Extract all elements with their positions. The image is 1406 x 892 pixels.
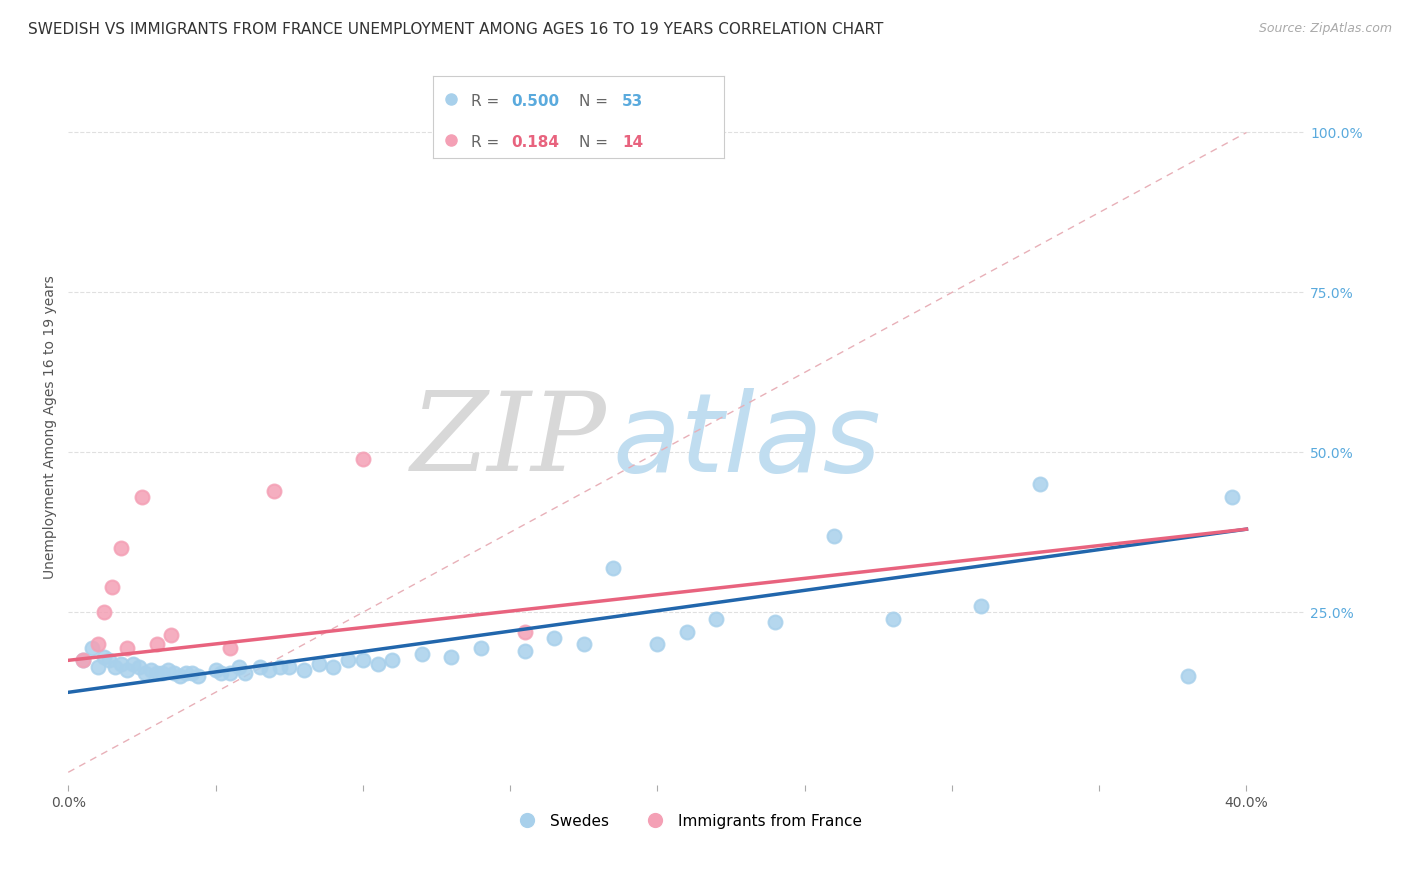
Point	[249, 659, 271, 673]
Point	[98, 653, 121, 667]
Point	[86, 659, 108, 673]
Point	[110, 657, 132, 671]
Point	[93, 650, 115, 665]
Point	[763, 615, 786, 629]
Point	[675, 624, 697, 639]
Point	[381, 653, 404, 667]
Point	[152, 666, 174, 681]
Point	[181, 666, 204, 681]
Point	[204, 663, 226, 677]
Point	[352, 653, 374, 667]
Point	[187, 669, 209, 683]
Point	[602, 560, 624, 574]
Point	[513, 624, 536, 639]
Point	[1029, 477, 1052, 491]
Point	[157, 663, 180, 677]
Point	[543, 631, 565, 645]
Point	[72, 653, 94, 667]
Point	[337, 653, 360, 667]
Point	[278, 659, 301, 673]
Point	[970, 599, 993, 613]
Point	[131, 490, 153, 504]
Point	[80, 640, 103, 655]
Point	[128, 659, 150, 673]
Point	[134, 666, 156, 681]
Point	[122, 657, 145, 671]
Point	[572, 637, 595, 651]
Text: atlas: atlas	[613, 388, 882, 495]
Point	[174, 666, 197, 681]
Point	[219, 666, 242, 681]
Point	[263, 483, 285, 498]
Point	[139, 663, 162, 677]
Point	[163, 666, 186, 681]
Legend: Swedes, Immigrants from France: Swedes, Immigrants from France	[506, 807, 868, 835]
Point	[292, 663, 315, 677]
Point	[145, 637, 167, 651]
Point	[219, 640, 242, 655]
Point	[882, 612, 904, 626]
Point	[145, 666, 167, 681]
Point	[110, 541, 132, 556]
Point	[352, 451, 374, 466]
Point	[169, 669, 191, 683]
Point	[1220, 490, 1243, 504]
Point	[233, 666, 256, 681]
Point	[572, 132, 595, 146]
Point	[93, 605, 115, 619]
Point	[115, 640, 138, 655]
Text: Source: ZipAtlas.com: Source: ZipAtlas.com	[1258, 22, 1392, 36]
Point	[86, 637, 108, 651]
Point	[160, 628, 183, 642]
Point	[257, 663, 280, 677]
Point	[1177, 669, 1199, 683]
Point	[823, 528, 845, 542]
Text: SWEDISH VS IMMIGRANTS FROM FRANCE UNEMPLOYMENT AMONG AGES 16 TO 19 YEARS CORRELA: SWEDISH VS IMMIGRANTS FROM FRANCE UNEMPL…	[28, 22, 883, 37]
Point	[104, 659, 127, 673]
Point	[308, 657, 330, 671]
Point	[647, 637, 669, 651]
Point	[470, 640, 492, 655]
Point	[440, 650, 463, 665]
Y-axis label: Unemployment Among Ages 16 to 19 years: Unemployment Among Ages 16 to 19 years	[44, 275, 58, 579]
Point	[513, 644, 536, 658]
Point	[101, 580, 124, 594]
Point	[209, 666, 232, 681]
Point	[322, 659, 344, 673]
Point	[367, 657, 389, 671]
Point	[228, 659, 250, 673]
Point	[411, 647, 433, 661]
Point	[704, 612, 727, 626]
Point	[269, 659, 291, 673]
Text: ZIP: ZIP	[411, 387, 606, 495]
Point	[115, 663, 138, 677]
Point	[72, 653, 94, 667]
